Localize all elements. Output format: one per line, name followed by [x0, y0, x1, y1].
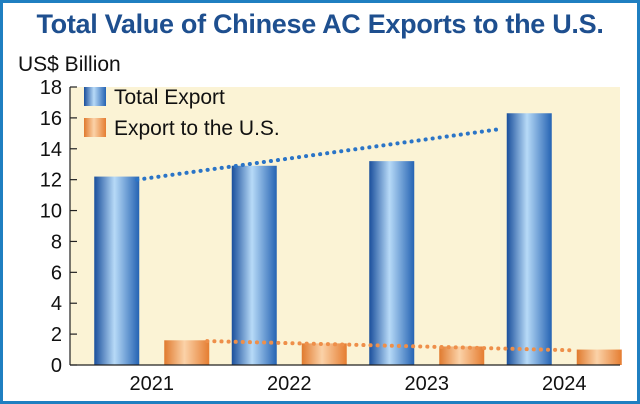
- y-tick-label: 12: [40, 170, 62, 192]
- legend-swatch-export-to-us: [84, 118, 106, 137]
- y-axis-label: US$ Billion: [18, 53, 121, 76]
- bar-export-to-the-u-s-2022: [301, 343, 347, 365]
- bar-total-export-2022: [231, 165, 277, 365]
- bar-total-export-2024: [506, 113, 552, 365]
- bar-export-to-the-u-s-2023: [439, 346, 485, 365]
- x-tick-label: 2023: [405, 373, 450, 395]
- x-tick-label: 2024: [542, 373, 587, 395]
- legend-label-export-to-us: Export to the U.S.: [114, 117, 280, 140]
- chart-title: Total Value of Chinese AC Exports to the…: [36, 9, 604, 39]
- trendline-export-to-the-u-s: [205, 339, 575, 353]
- trendline-total-export: [135, 126, 505, 182]
- y-tick-label: 4: [51, 293, 62, 315]
- y-tick-label: 2: [51, 324, 62, 346]
- y-tick-label: 6: [51, 262, 62, 284]
- y-tick-label: 0: [51, 355, 62, 377]
- legend-swatch-total-export: [84, 87, 106, 106]
- y-tick-label: 14: [40, 139, 62, 161]
- y-tick-label: 8: [51, 231, 62, 253]
- bar-export-to-the-u-s-2021: [164, 340, 210, 365]
- x-tick-label: 2022: [267, 373, 312, 395]
- bar-total-export-2021: [94, 176, 140, 365]
- y-tick-label: 10: [40, 201, 62, 223]
- y-tick-label: 18: [40, 77, 62, 99]
- legend-label-total-export: Total Export: [114, 86, 225, 109]
- y-tick-label: 16: [40, 108, 62, 130]
- bar-export-to-the-u-s-2024: [576, 349, 622, 365]
- x-tick-label: 2021: [130, 373, 175, 395]
- legend: Total Export Export to the U.S.: [84, 86, 280, 140]
- bar-total-export-2023: [369, 161, 415, 365]
